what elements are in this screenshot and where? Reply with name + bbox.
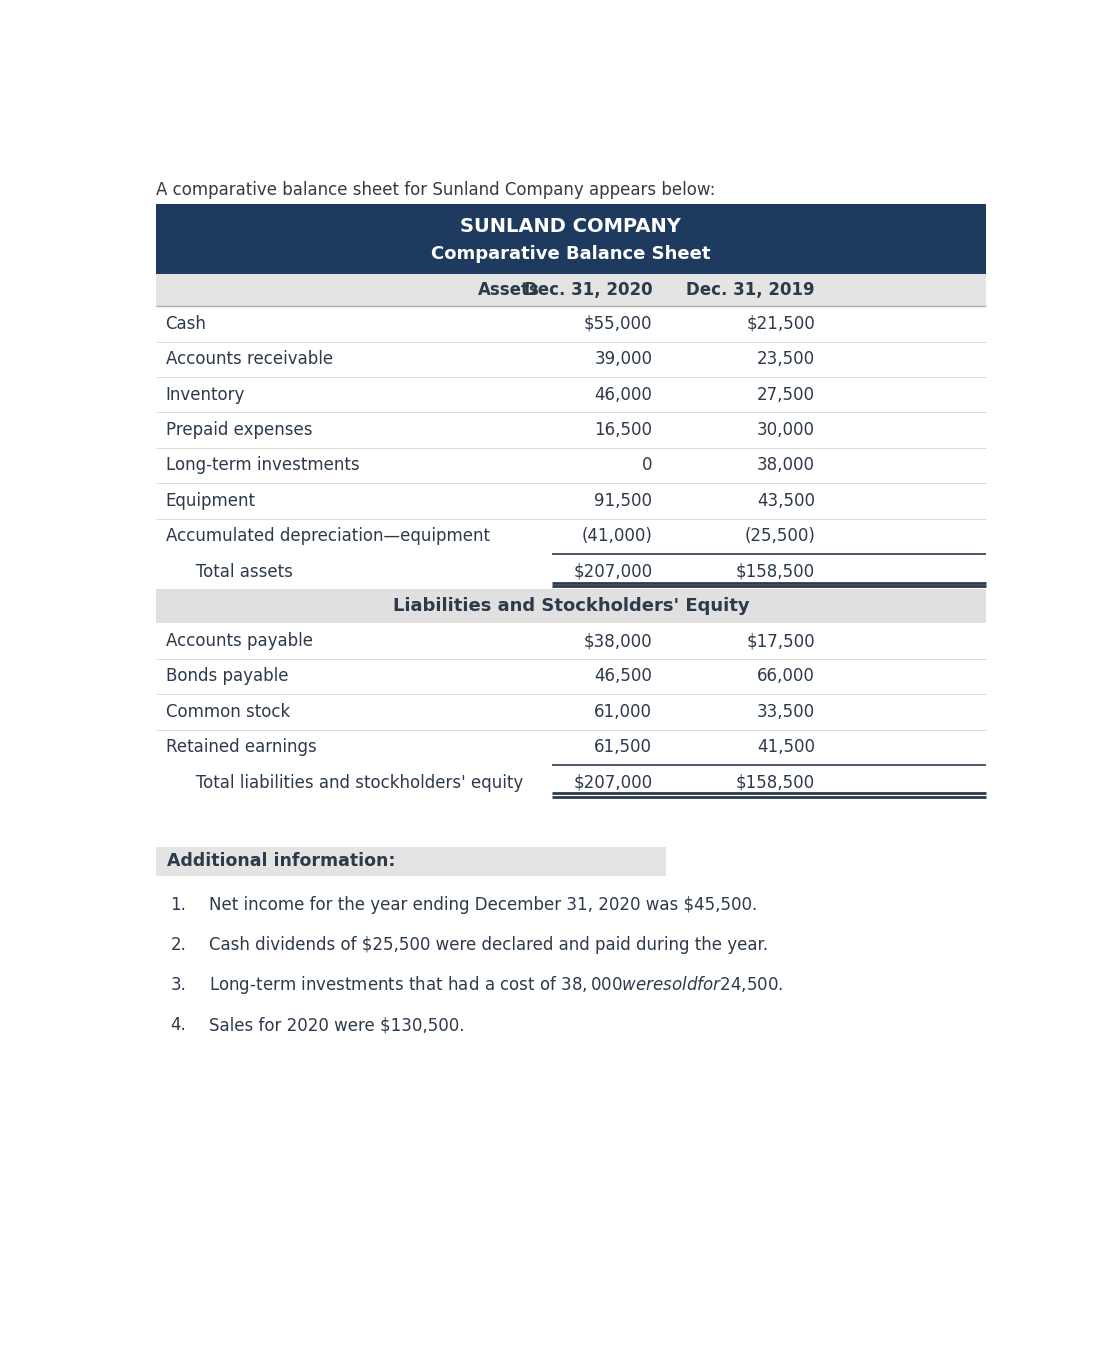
- Text: $38,000: $38,000: [584, 632, 653, 649]
- Bar: [156, 623, 986, 659]
- Text: 30,000: 30,000: [758, 421, 815, 438]
- Text: 43,500: 43,500: [758, 492, 815, 510]
- Text: 27,500: 27,500: [758, 385, 815, 404]
- Text: Net income for the year ending December 31, 2020 was $45,500.: Net income for the year ending December …: [209, 896, 758, 914]
- Bar: [156, 448, 986, 484]
- Bar: [156, 306, 986, 341]
- Bar: [156, 695, 986, 730]
- Text: $17,500: $17,500: [746, 632, 815, 649]
- Text: Total liabilities and stockholders' equity: Total liabilities and stockholders' equi…: [179, 774, 522, 792]
- Bar: [156, 589, 986, 623]
- Text: 3.: 3.: [170, 977, 186, 995]
- Text: 41,500: 41,500: [758, 738, 815, 756]
- Text: Inventory: Inventory: [166, 385, 245, 404]
- Text: Retained earnings: Retained earnings: [166, 738, 316, 756]
- Text: Total assets: Total assets: [179, 563, 292, 581]
- Text: 2.: 2.: [170, 936, 186, 954]
- Bar: [156, 659, 986, 695]
- Text: 38,000: 38,000: [758, 456, 815, 474]
- Bar: [156, 274, 986, 306]
- Text: Long-term investments: Long-term investments: [166, 456, 359, 474]
- Bar: [156, 764, 986, 800]
- Text: $158,500: $158,500: [736, 774, 815, 792]
- Bar: [156, 519, 986, 553]
- Text: Prepaid expenses: Prepaid expenses: [166, 421, 312, 438]
- Text: 61,000: 61,000: [594, 703, 653, 721]
- Bar: [156, 730, 986, 764]
- Bar: [156, 377, 986, 412]
- Text: Common stock: Common stock: [166, 703, 290, 721]
- Text: Long-term investments that had a cost of $38,000 were sold for $24,500.: Long-term investments that had a cost of…: [209, 974, 783, 996]
- Text: Comparative Balance Sheet: Comparative Balance Sheet: [431, 245, 711, 263]
- Text: $207,000: $207,000: [574, 563, 653, 581]
- Text: Cash dividends of $25,500 were declared and paid during the year.: Cash dividends of $25,500 were declared …: [209, 936, 769, 954]
- Text: Accounts receivable: Accounts receivable: [166, 351, 333, 369]
- Text: Accounts payable: Accounts payable: [166, 632, 313, 649]
- Text: 61,500: 61,500: [594, 738, 653, 756]
- Text: Bonds payable: Bonds payable: [166, 667, 289, 685]
- Text: Liabilities and Stockholders' Equity: Liabilities and Stockholders' Equity: [392, 597, 750, 615]
- Bar: [156, 204, 986, 274]
- Text: 33,500: 33,500: [756, 703, 815, 721]
- Text: 4.: 4.: [170, 1017, 186, 1034]
- Text: Accumulated depreciation—equipment: Accumulated depreciation—equipment: [166, 527, 489, 545]
- Text: $55,000: $55,000: [584, 315, 653, 333]
- Text: 39,000: 39,000: [594, 351, 653, 369]
- Text: 0: 0: [642, 456, 653, 474]
- Bar: [156, 553, 986, 589]
- Text: Dec. 31, 2019: Dec. 31, 2019: [686, 281, 815, 299]
- Text: 1.: 1.: [170, 896, 186, 914]
- Text: $21,500: $21,500: [746, 315, 815, 333]
- Text: Cash: Cash: [166, 315, 206, 333]
- Text: 46,500: 46,500: [595, 667, 653, 685]
- Bar: [156, 412, 986, 448]
- Text: (41,000): (41,000): [582, 527, 653, 545]
- Text: 16,500: 16,500: [594, 421, 653, 438]
- Text: $207,000: $207,000: [574, 774, 653, 792]
- Bar: [156, 847, 666, 875]
- Text: Dec. 31, 2020: Dec. 31, 2020: [524, 281, 653, 299]
- Bar: [156, 484, 986, 519]
- Text: 91,500: 91,500: [594, 492, 653, 510]
- Text: Sales for 2020 were $130,500.: Sales for 2020 were $130,500.: [209, 1017, 465, 1034]
- Text: Equipment: Equipment: [166, 492, 255, 510]
- Text: 46,000: 46,000: [595, 385, 653, 404]
- Text: Additional information:: Additional information:: [167, 852, 395, 870]
- Bar: [156, 341, 986, 377]
- Text: $158,500: $158,500: [736, 563, 815, 581]
- Text: 66,000: 66,000: [758, 667, 815, 685]
- Text: 23,500: 23,500: [756, 351, 815, 369]
- Text: Assets: Assets: [478, 281, 540, 299]
- Text: (25,500): (25,500): [744, 527, 815, 545]
- Text: SUNLAND COMPANY: SUNLAND COMPANY: [460, 218, 682, 236]
- Text: A comparative balance sheet for Sunland Company appears below:: A comparative balance sheet for Sunland …: [156, 181, 715, 200]
